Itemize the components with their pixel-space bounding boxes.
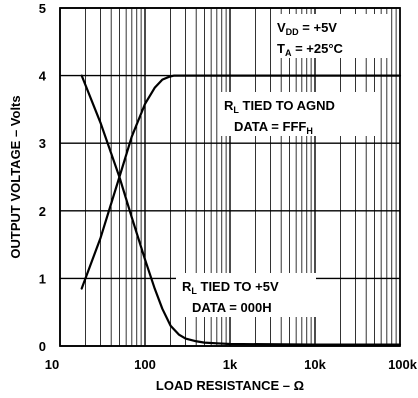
x-tick-label: 10: [45, 357, 59, 372]
annotation-rl-5v: RL TIED TO +5V: [182, 279, 279, 296]
annotation-ta: TA = +25°C: [277, 41, 344, 58]
series: [80, 74, 402, 346]
x-tick-label: 10k: [304, 357, 326, 372]
y-tick-label: 3: [39, 136, 46, 151]
x-tick-label: 100k: [388, 357, 418, 372]
y-tick-label: 0: [39, 339, 46, 354]
y-tick-label: 4: [39, 69, 47, 84]
vdd-ta-label-bg: [271, 14, 389, 58]
annotation-rl-agnd: RL TIED TO AGND: [224, 98, 335, 115]
annotation-vdd: VDD = +5V: [277, 20, 337, 37]
annotation-data-000: DATA = 000H: [192, 300, 272, 315]
x-tick-label: 1k: [223, 357, 238, 372]
annotations: VDD = +5V TA = +25°C RL TIED TO AGND DAT…: [176, 14, 389, 317]
rl-agnd-label-bg: [218, 92, 378, 136]
series-line-1: [80, 74, 402, 290]
y-axis-title: OUTPUT VOLTAGE – Volts: [8, 95, 23, 258]
x-tick-label: 100: [134, 357, 156, 372]
y-tick-label: 2: [39, 204, 46, 219]
annotation-data-fff: DATA = FFFH: [234, 119, 313, 136]
plot-frame: [59, 7, 401, 347]
tick-labels: 0 1 2 3 4 5 10 100 1k 10k 100k: [39, 1, 418, 372]
series-line-2: [80, 74, 402, 346]
x-axis-title: LOAD RESISTANCE – Ω: [156, 378, 304, 393]
rl-5v-label-bg: [176, 273, 316, 317]
y-tick-label: 5: [39, 1, 46, 16]
y-tick-label: 1: [39, 271, 46, 286]
